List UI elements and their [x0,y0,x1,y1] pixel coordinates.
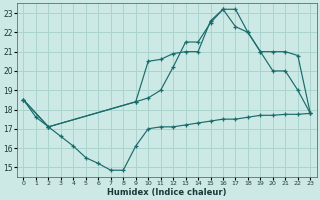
X-axis label: Humidex (Indice chaleur): Humidex (Indice chaleur) [107,188,227,197]
